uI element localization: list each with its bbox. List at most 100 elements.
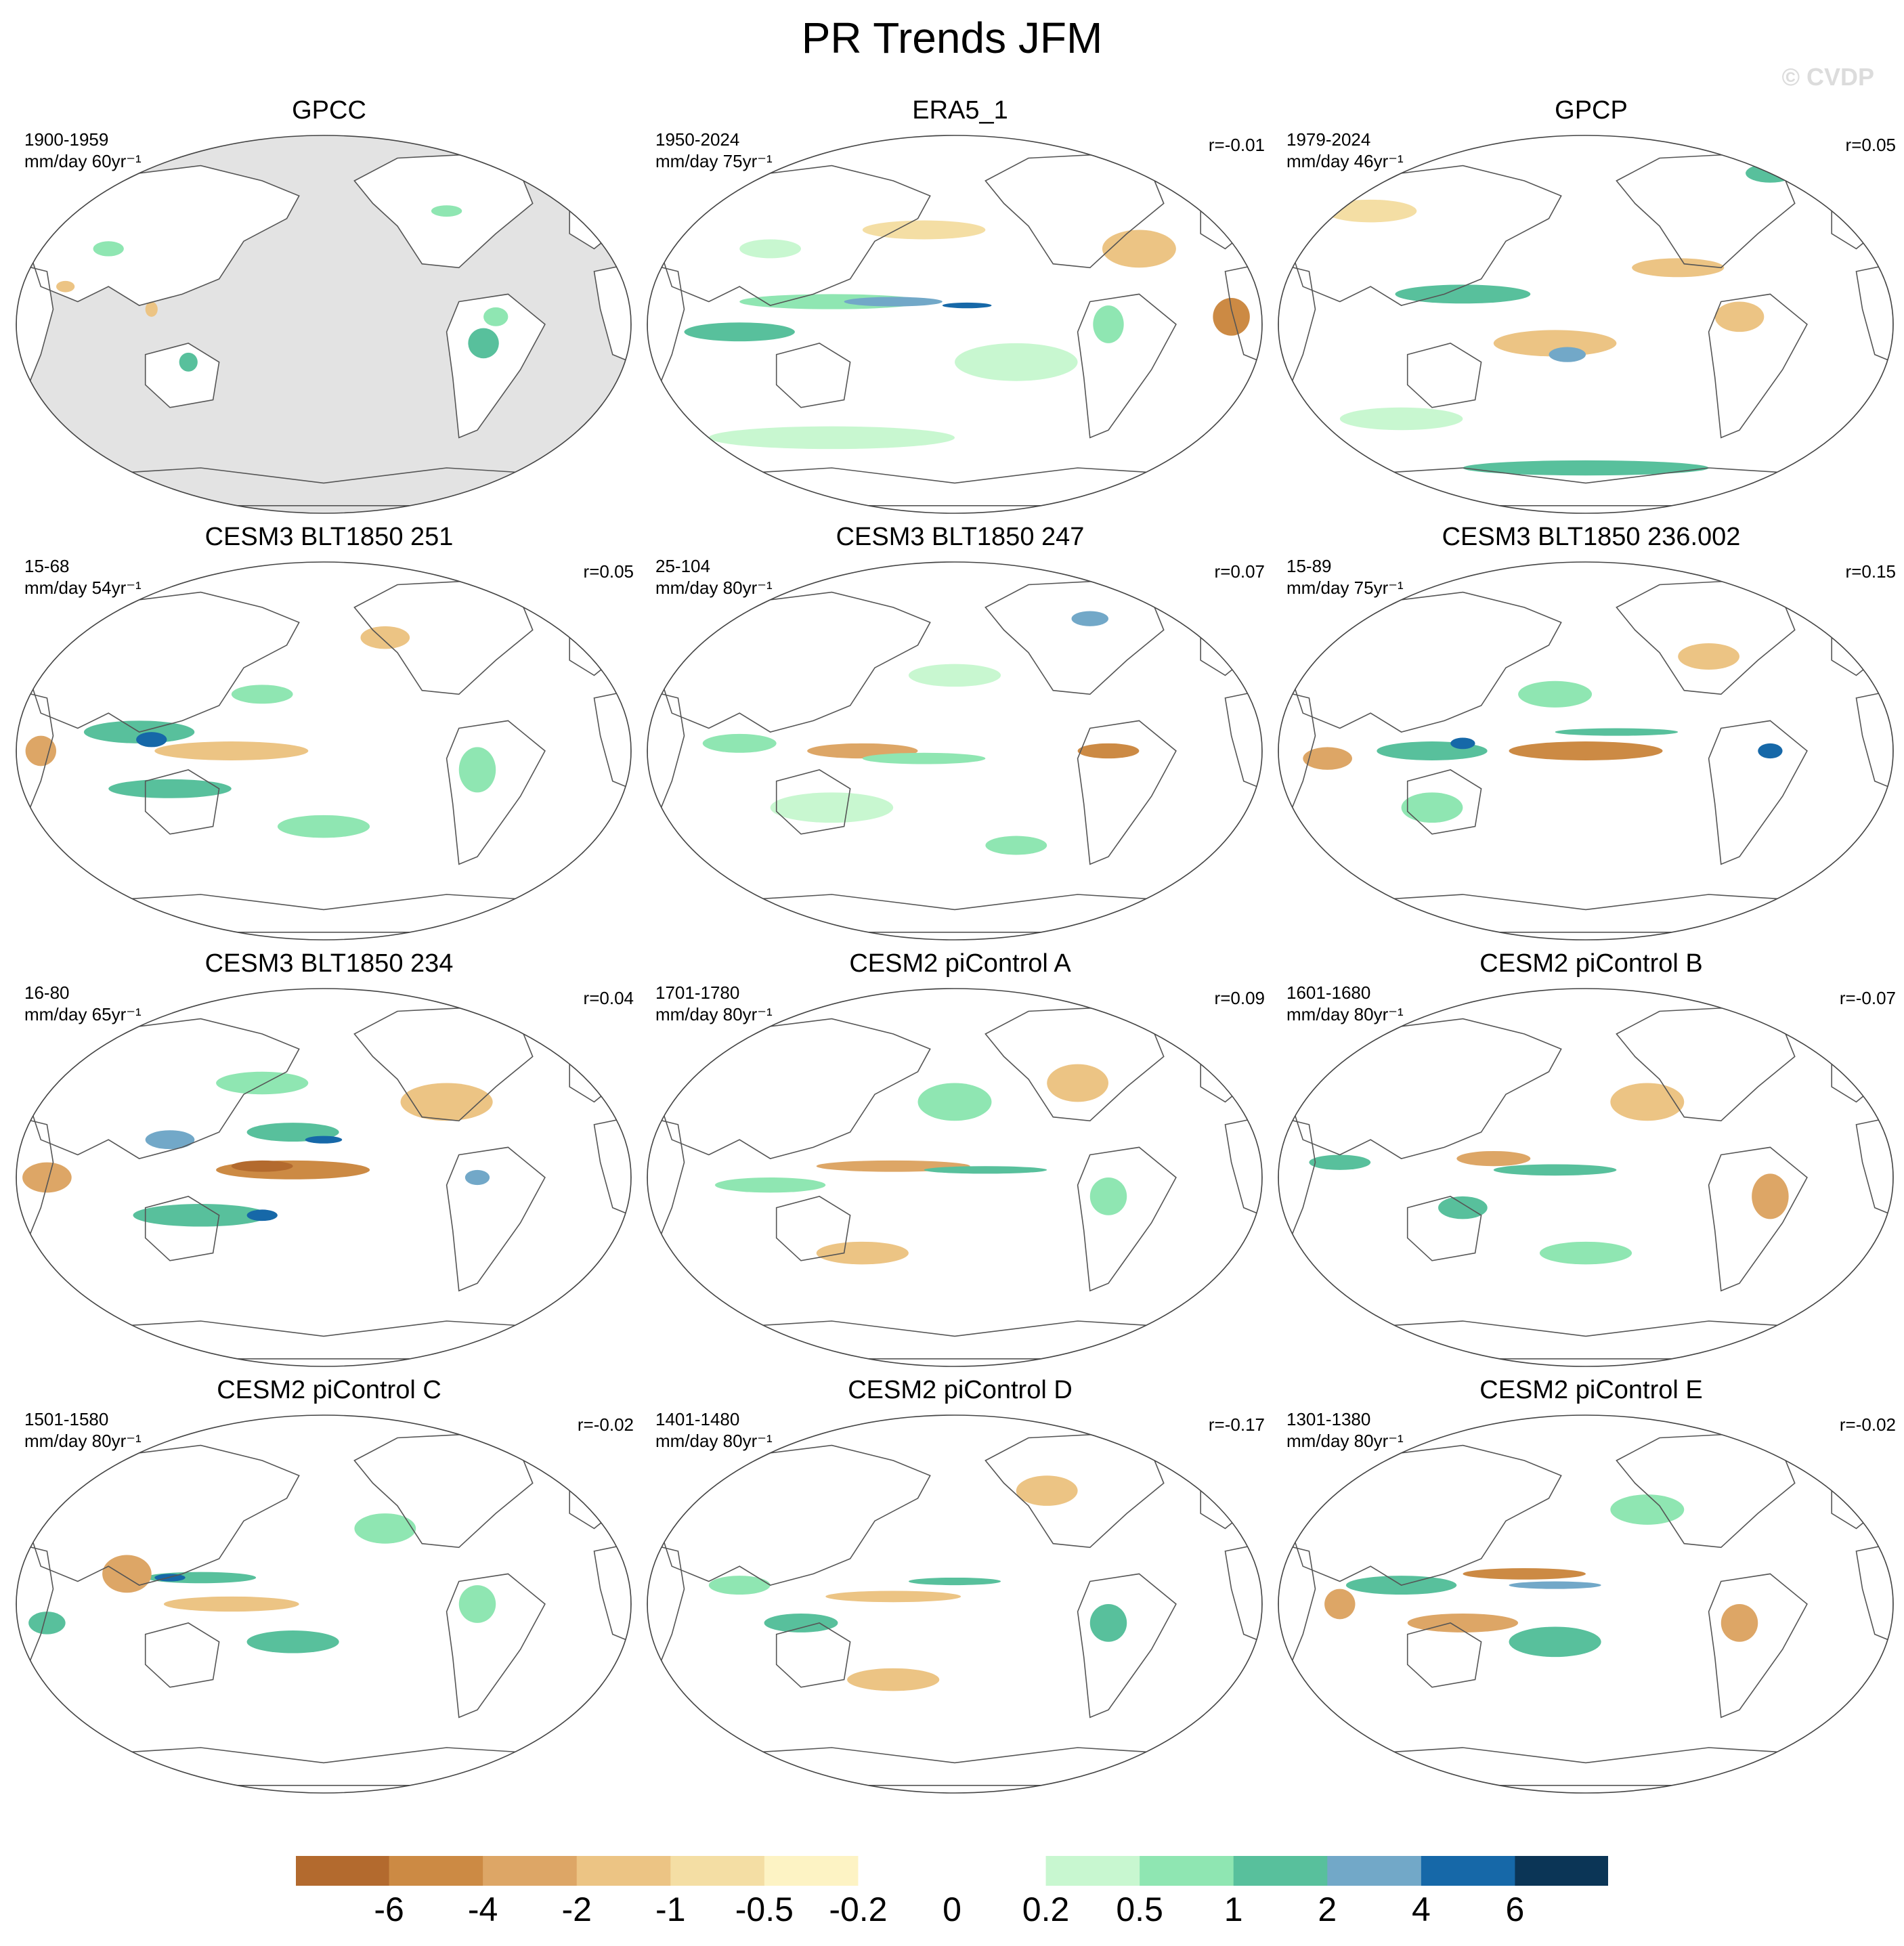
coastline-africa xyxy=(1278,1542,1316,1666)
colorbar-tick-label: 0.5 xyxy=(1116,1890,1163,1928)
land-africa2 xyxy=(594,263,631,362)
colorbar-tick-label: -4 xyxy=(467,1890,498,1928)
coastline-namerica xyxy=(1616,1007,1796,1122)
trend-patch xyxy=(354,1513,416,1544)
trend-patch xyxy=(1089,1604,1127,1642)
trend-patch xyxy=(163,1596,299,1612)
coastline-australia xyxy=(1406,343,1482,408)
trend-patch xyxy=(1077,743,1140,759)
trend-patch xyxy=(1463,1567,1586,1580)
panel-units: mm/day 60yr⁻¹ xyxy=(24,151,142,171)
coastline-asia xyxy=(1290,591,1562,733)
coastline-namerica xyxy=(353,1007,534,1122)
trend-patch xyxy=(1610,1083,1685,1121)
panel-title: CESM3 BLT1850 247 xyxy=(836,523,1085,551)
trend-map xyxy=(16,1414,632,1794)
trend-patch xyxy=(985,836,1047,855)
coastline-asia xyxy=(659,591,931,733)
map-panel: CESM3 BLT1850 247 25-104 mm/day 80yr⁻¹ r=0.… xyxy=(643,521,1277,951)
panel-title: GPCP xyxy=(1555,96,1628,125)
colorbar-tick-label: 6 xyxy=(1505,1890,1525,1928)
coastline-asia xyxy=(28,1018,300,1159)
map-panel: ERA5_1 1950-2024 mm/day 75yr⁻¹ r=-0.01 xyxy=(643,95,1277,524)
coastline-samerica xyxy=(1077,1573,1177,1718)
colorbar xyxy=(295,1855,1609,1886)
coastline-greenland xyxy=(1769,142,1821,174)
panel-title: CESM3 BLT1850 234 xyxy=(204,949,454,978)
panel-period: 1401-1480 xyxy=(655,1409,740,1429)
pattern-correlation: r=0.05 xyxy=(1845,135,1896,155)
panel-period: 1900-1959 xyxy=(24,129,109,150)
map-panel: CESM3 BLT1850 234 16-80 mm/day 65yr⁻¹ r=0.0… xyxy=(12,948,646,1377)
trend-patch xyxy=(133,1204,269,1227)
trend-patch xyxy=(179,352,198,372)
land-asia xyxy=(28,165,299,306)
coastline-africa xyxy=(647,1116,685,1239)
trend-patch xyxy=(684,322,795,342)
colorbar-tick-label: -0.5 xyxy=(735,1890,794,1928)
trend-map xyxy=(16,135,632,514)
panel-units: mm/day 54yr⁻¹ xyxy=(24,578,142,598)
coastline-africa xyxy=(647,689,685,813)
coastline-samerica xyxy=(446,1573,546,1718)
trend-patch xyxy=(102,1555,152,1593)
trend-patch xyxy=(1407,1613,1519,1633)
coastline-asia xyxy=(1290,1018,1562,1159)
coastline-africa xyxy=(647,263,685,386)
trend-patch xyxy=(1047,1064,1108,1102)
colorbar-frame xyxy=(295,1855,1609,1886)
trend-patch xyxy=(231,1160,293,1172)
trend-patch xyxy=(277,815,370,838)
panel-period: 15-89 xyxy=(1286,556,1332,576)
coastline-samerica xyxy=(446,720,546,865)
colorbar-swatch xyxy=(1421,1855,1515,1886)
trend-patch xyxy=(702,733,777,753)
coastline-australia xyxy=(144,769,220,835)
trend-patch xyxy=(1678,643,1739,670)
trend-patch xyxy=(1493,1164,1617,1176)
trend-patch xyxy=(1309,1154,1371,1170)
coastline-africa xyxy=(16,1542,54,1666)
coastline-africa xyxy=(16,263,54,386)
trend-patch xyxy=(1721,1604,1758,1642)
map-panel: CESM2 piControl A 1701-1780 mm/day 80yr⁻¹ r… xyxy=(643,948,1277,1377)
panel-period: 1701-1780 xyxy=(655,982,740,1003)
colorbar-tick-label: -1 xyxy=(655,1890,686,1928)
trend-patch xyxy=(942,302,992,309)
colorbar-tick-label: 4 xyxy=(1411,1890,1431,1928)
pattern-correlation: r=0.05 xyxy=(583,561,634,582)
trend-patch xyxy=(231,685,293,704)
panel-period: 1601-1680 xyxy=(1286,982,1371,1003)
coastline-samerica xyxy=(1077,1146,1177,1292)
coastline-namerica xyxy=(1616,1433,1796,1549)
map-panel: CESM2 piControl E 1301-1380 mm/day 80yr⁻¹ r… xyxy=(1274,1375,1904,1804)
land-africa xyxy=(16,263,53,385)
coastline-greenland xyxy=(1138,1422,1190,1454)
trend-patch xyxy=(708,1576,771,1595)
coastline-australia xyxy=(144,1196,220,1261)
colorbar-swatch xyxy=(1327,1855,1422,1886)
colorbar-swatch xyxy=(576,1855,671,1886)
colorbar-tick-label: -0.2 xyxy=(829,1890,888,1928)
trend-patch xyxy=(825,1591,961,1603)
trend-patch xyxy=(1324,199,1417,223)
coastline-samerica xyxy=(1077,293,1177,439)
coastline-namerica xyxy=(1616,154,1796,269)
trend-map xyxy=(1278,1414,1894,1794)
pattern-correlation: r=-0.17 xyxy=(1208,1414,1265,1435)
coastline-africa xyxy=(16,689,54,813)
panel-units: mm/day 80yr⁻¹ xyxy=(1286,1004,1404,1024)
trend-patch xyxy=(1549,347,1586,362)
panel-title: CESM2 piControl B xyxy=(1479,949,1703,978)
trend-patch xyxy=(1324,1588,1356,1620)
trend-map xyxy=(1278,561,1894,940)
trend-patch xyxy=(1493,330,1617,357)
trend-patch xyxy=(1539,1241,1632,1265)
land-europe xyxy=(569,181,631,249)
panel-units: mm/day 80yr⁻¹ xyxy=(1286,1431,1404,1451)
panel-title: CESM2 piControl A xyxy=(849,949,1071,978)
trend-patch xyxy=(847,1668,940,1691)
coastline-greenland xyxy=(1769,569,1821,601)
map-field xyxy=(647,562,1262,940)
map-outline xyxy=(1278,1414,1894,1794)
